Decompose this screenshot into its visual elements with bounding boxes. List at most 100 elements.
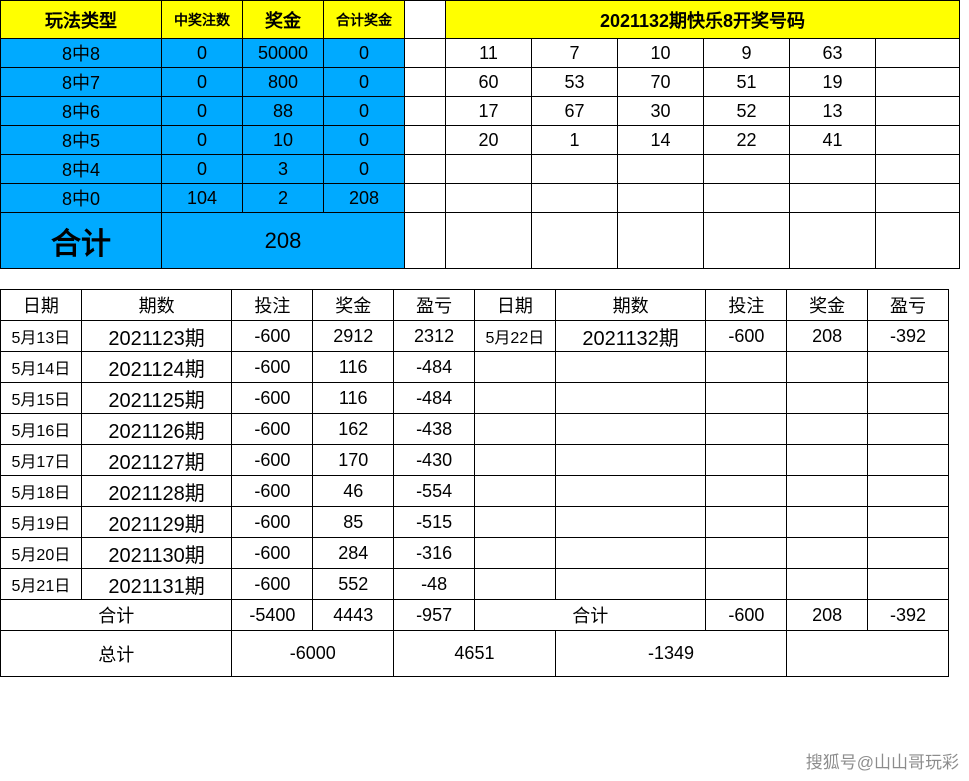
daily-cell: -316 — [394, 538, 475, 569]
draw-num — [446, 184, 532, 213]
prize-cell: 2 — [243, 184, 324, 213]
draw-num — [704, 155, 790, 184]
draw-num — [876, 68, 960, 97]
prize-cell: 0 — [162, 97, 243, 126]
daily-cell — [706, 445, 787, 476]
daily-cell: 2312 — [394, 321, 475, 352]
grand-prize: 4651 — [394, 631, 556, 677]
daily-cell — [475, 507, 556, 538]
daily-table: 日期 期数 投注 奖金 盈亏 日期 期数 投注 奖金 盈亏 5月13日20211… — [0, 289, 949, 677]
prize-cell: 8中4 — [1, 155, 162, 184]
daily-cell: -430 — [394, 445, 475, 476]
draw-num — [532, 155, 618, 184]
daily-cell — [868, 352, 949, 383]
daily-cell — [475, 569, 556, 600]
draw-num: 7 — [532, 39, 618, 68]
draw-num: 9 — [704, 39, 790, 68]
prize-cell: 800 — [243, 68, 324, 97]
daily-cell: 5月17日 — [1, 445, 82, 476]
daily-cell — [787, 414, 868, 445]
subtotal-left-bet: -5400 — [232, 600, 313, 631]
draw-num: 1 — [532, 126, 618, 155]
daily-cell — [787, 538, 868, 569]
daily-cell — [787, 383, 868, 414]
prize-cell: 0 — [324, 39, 405, 68]
prize-cell: 0 — [162, 155, 243, 184]
daily-cell: 116 — [313, 383, 394, 414]
daily-cell: 5月13日 — [1, 321, 82, 352]
draw-num — [618, 213, 704, 269]
daily-hdr: 奖金 — [787, 290, 868, 321]
daily-cell — [475, 383, 556, 414]
daily-hdr: 盈亏 — [868, 290, 949, 321]
daily-cell: 2021125期 — [81, 383, 232, 414]
draw-num: 30 — [618, 97, 704, 126]
subtotal-left-pl: -957 — [394, 600, 475, 631]
daily-cell: -600 — [232, 445, 313, 476]
subtotal-right-label: 合计 — [475, 600, 706, 631]
daily-cell: 2021128期 — [81, 476, 232, 507]
daily-cell — [475, 445, 556, 476]
daily-cell: 46 — [313, 476, 394, 507]
daily-hdr: 投注 — [232, 290, 313, 321]
daily-cell: 2021123期 — [81, 321, 232, 352]
grand-empty — [787, 631, 949, 677]
subtotal-left-prize: 4443 — [313, 600, 394, 631]
daily-cell — [706, 507, 787, 538]
prize-cell: 0 — [162, 126, 243, 155]
draw-num: 22 — [704, 126, 790, 155]
draw-num: 10 — [618, 39, 704, 68]
grand-label: 总计 — [1, 631, 232, 677]
daily-cell: 116 — [313, 352, 394, 383]
daily-cell — [868, 476, 949, 507]
daily-cell — [555, 476, 706, 507]
daily-cell — [706, 476, 787, 507]
daily-cell: -554 — [394, 476, 475, 507]
prize-hdr-count: 中奖注数 — [162, 1, 243, 39]
prize-cell: 8中7 — [1, 68, 162, 97]
draw-num — [790, 184, 876, 213]
draw-num — [704, 213, 790, 269]
daily-hdr: 投注 — [706, 290, 787, 321]
daily-cell — [706, 538, 787, 569]
prize-cell: 50000 — [243, 39, 324, 68]
daily-cell — [868, 383, 949, 414]
grand-bet: -6000 — [232, 631, 394, 677]
daily-cell — [868, 538, 949, 569]
subtotal-right-pl: -392 — [868, 600, 949, 631]
daily-cell: 2021126期 — [81, 414, 232, 445]
draw-num: 51 — [704, 68, 790, 97]
daily-cell — [706, 414, 787, 445]
daily-cell — [868, 569, 949, 600]
daily-cell: 2021130期 — [81, 538, 232, 569]
daily-cell: -600 — [232, 569, 313, 600]
draw-num — [876, 155, 960, 184]
draw-num: 70 — [618, 68, 704, 97]
daily-cell — [555, 507, 706, 538]
daily-hdr: 期数 — [555, 290, 706, 321]
daily-cell: 208 — [787, 321, 868, 352]
draw-num — [446, 213, 532, 269]
draw-num: 63 — [790, 39, 876, 68]
draw-num — [446, 155, 532, 184]
prize-cell: 3 — [243, 155, 324, 184]
daily-cell — [555, 538, 706, 569]
daily-cell — [706, 569, 787, 600]
daily-cell: 2021124期 — [81, 352, 232, 383]
prize-cell: 0 — [162, 68, 243, 97]
top-combined-table: 玩法类型 中奖注数 奖金 合计奖金 2021132期快乐8开奖号码 8中8 0 … — [0, 0, 960, 269]
subtotal-right-bet: -600 — [706, 600, 787, 631]
draw-num — [876, 97, 960, 126]
daily-cell: -515 — [394, 507, 475, 538]
daily-cell: -600 — [232, 414, 313, 445]
draw-num — [532, 184, 618, 213]
daily-cell: 2021127期 — [81, 445, 232, 476]
daily-cell — [787, 352, 868, 383]
daily-cell — [787, 476, 868, 507]
daily-cell: -600 — [232, 538, 313, 569]
prize-cell: 0 — [324, 126, 405, 155]
daily-cell: 162 — [313, 414, 394, 445]
draw-num: 11 — [446, 39, 532, 68]
prize-cell: 10 — [243, 126, 324, 155]
daily-cell — [475, 476, 556, 507]
